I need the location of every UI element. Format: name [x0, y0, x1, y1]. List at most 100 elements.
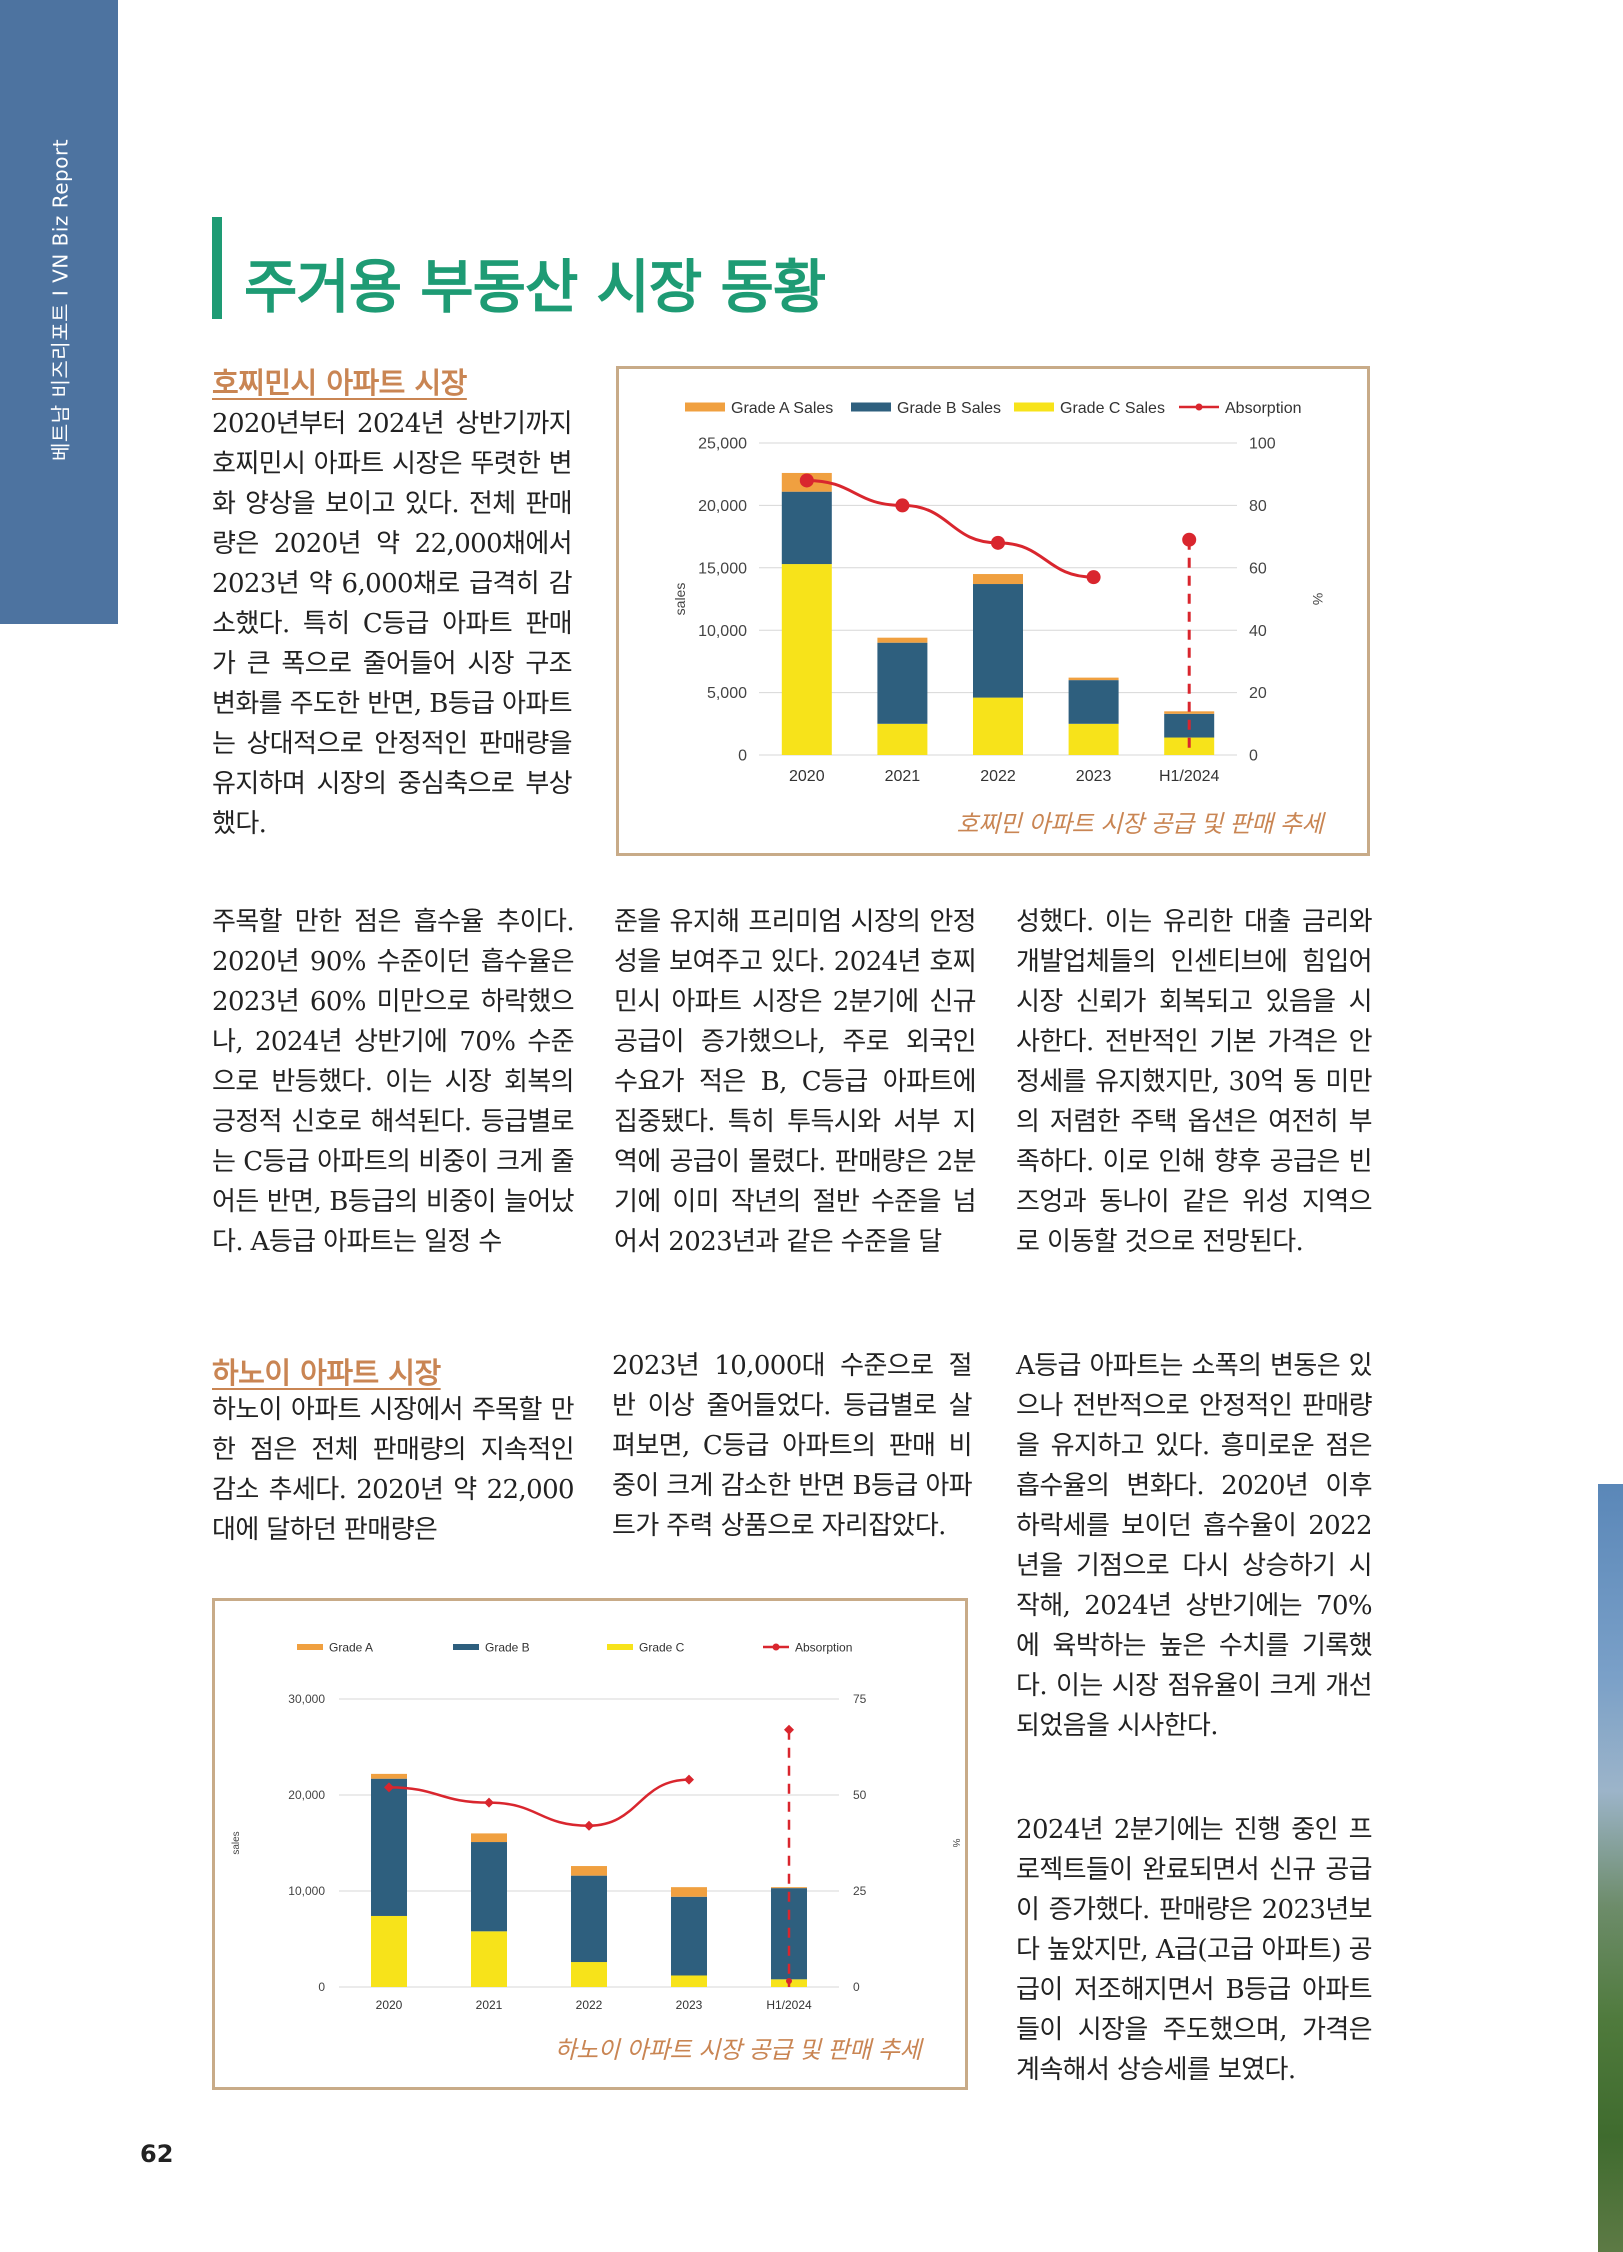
x-tick-label: 2020	[789, 768, 825, 785]
bar-grade-a	[571, 1866, 607, 1876]
bar-grade-b-sales	[877, 642, 928, 724]
bar-grade-b-sales	[973, 584, 1023, 698]
y2-tick-label: 0	[853, 1980, 860, 1994]
bar-grade-c	[371, 1915, 407, 1987]
y2-tick-label: 20	[1249, 685, 1267, 702]
y2-axis-label: %	[950, 1839, 961, 1848]
y2-tick-label: 80	[1249, 498, 1267, 515]
legend-label: Grade B	[485, 1640, 530, 1654]
legend-swatch	[453, 1644, 479, 1650]
hcm-chart: 0 5,000 10,000 15,000 20,000 25,000 0 20 40 60 80 1…	[616, 366, 1370, 856]
y-tick-label: 0	[738, 748, 747, 765]
y-tick-label: 20,000	[288, 1788, 325, 1802]
y-tick-label: 25,000	[698, 436, 747, 453]
x-tick-label: 2021	[476, 1998, 503, 2012]
legend-label: Grade C	[639, 1640, 685, 1654]
y-tick-label: 0	[318, 1980, 325, 1994]
sidebar-label: 베트남 비즈리포트 I VN Biz Report	[48, 138, 73, 462]
legend-label: Absorption	[1225, 400, 1302, 417]
y-tick-label: 20,000	[698, 498, 747, 515]
bar-grade-a	[671, 1887, 707, 1897]
y2-axis-label: %	[1310, 593, 1326, 605]
y2-tick-label: 75	[853, 1692, 867, 1706]
bar-grade-a	[471, 1833, 507, 1843]
legend-label: Grade A	[329, 1640, 373, 1654]
bar-grade-b	[471, 1842, 507, 1932]
bar-grade-c-sales	[877, 723, 928, 755]
hcm-heading: 호찌민시 아파트 시장	[212, 366, 467, 400]
bar-grade-c-sales	[781, 564, 832, 755]
bar-grade-c-sales	[973, 697, 1023, 755]
hcm-chart-caption: 호찌민 아파트 시장 공급 및 판매 추세	[956, 810, 1324, 838]
page-number: 62	[140, 2140, 174, 2168]
legend-label: Absorption	[795, 1640, 852, 1654]
hanoi-body-col3a: A등급 아파트는 소폭의 변동은 있으나 전반적으로 안정적인 판매량을 유지하…	[1016, 1351, 1373, 1741]
hanoi-body-col2: 2023년 10,000대 수준으로 절반 이상 줄어들었다. 등급별로 살펴보…	[612, 1351, 973, 1541]
y2-tick-label: 60	[1249, 560, 1267, 577]
absorption-point	[895, 498, 910, 513]
y-tick-label: 5,000	[707, 685, 747, 702]
legend-label: Grade B Sales	[897, 400, 1001, 417]
bar-grade-a-sales	[1068, 677, 1119, 681]
y2-tick-label: 0	[1249, 748, 1258, 765]
bar-grade-c-sales	[1068, 723, 1119, 755]
absorption-point	[484, 1797, 494, 1808]
bar-grade-b	[571, 1875, 607, 1963]
hcm-body-col2: 준을 유지해 프리미엄 시장의 안정성을 보여주고 있다. 2024년 호찌민시…	[614, 907, 977, 1257]
title-accent-bar	[212, 217, 222, 319]
bar-grade-a-sales	[973, 574, 1023, 585]
bar-grade-a-sales	[877, 637, 928, 643]
x-tick-label: H1/2024	[1159, 768, 1220, 785]
bar-grade-a-sales	[1164, 711, 1215, 714]
legend-swatch-dot	[1195, 403, 1203, 411]
hanoi-body-col3b: 2024년 2분기에는 진행 중인 프로젝트들이 완료되면서 신규 공급이 증가…	[1016, 1815, 1373, 2085]
absorption-point	[799, 473, 814, 488]
y2-tick-label: 100	[1249, 436, 1276, 453]
absorption-point	[384, 1782, 394, 1793]
bar-grade-c	[471, 1931, 507, 1987]
absorption-point	[1182, 532, 1197, 547]
y-axis-label: sales	[231, 1831, 242, 1854]
bar-grade-b-sales	[781, 491, 832, 565]
legend-swatch	[607, 1644, 633, 1650]
legend-label: Grade C Sales	[1060, 400, 1165, 417]
y-tick-label: 10,000	[698, 623, 747, 640]
x-tick-label: 2022	[576, 1998, 603, 2012]
x-tick-label: 2020	[376, 1998, 403, 2012]
hcm-body-col3: 성했다. 이는 유리한 대출 금리와 개발업체들의 인센티브에 힘입어 시장 신…	[1016, 907, 1373, 1257]
bar-grade-a	[371, 1773, 407, 1779]
page-title: 주거용 부동산 시장 동황	[244, 253, 826, 321]
absorption-line	[806, 478, 1094, 579]
hanoi-chart-caption: 하노이 아파트 시장 공급 및 판매 추세	[554, 2036, 922, 2064]
x-tick-label: 2023	[1076, 768, 1112, 785]
edge-photo	[1598, 1484, 1623, 2252]
legend-label: Grade A Sales	[731, 400, 833, 417]
hanoi-chart: 0 10,000 20,000 30,000 0 25 50 75 sales% 2020 2021…	[212, 1598, 968, 2090]
bar-grade-c	[671, 1975, 707, 1987]
x-tick-label: 2023	[676, 1998, 703, 2012]
legend-swatch	[297, 1644, 323, 1650]
sidebar-band: 베트남 비즈리포트 I VN Biz Report	[0, 0, 118, 624]
absorption-point	[1086, 570, 1101, 585]
hanoi-chart-svg: 0 10,000 20,000 30,000 0 25 50 75 sales % 2020 2021…	[231, 1640, 961, 2012]
hcm-body-col1: 주목할 만한 점은 흡수율 추이다. 2020년 90% 수준이던 흡수율은 2…	[212, 907, 575, 1257]
y2-tick-label: 40	[1249, 623, 1267, 640]
x-tick-label: 2022	[980, 768, 1016, 785]
absorption-point-base	[786, 1978, 792, 1984]
hcm-chart-svg: 0 5,000 10,000 15,000 20,000 25,000 0 20 40 60 80 1…	[672, 400, 1326, 785]
bar-grade-c	[571, 1962, 607, 1987]
x-tick-label: 2021	[885, 768, 921, 785]
legend-swatch	[1014, 402, 1054, 412]
absorption-line	[388, 1778, 690, 1827]
bar-grade-b	[671, 1896, 707, 1976]
legend-swatch-dot	[772, 1643, 780, 1651]
bar-grade-a	[771, 1887, 807, 1889]
y-tick-label: 15,000	[698, 560, 747, 577]
absorption-point	[784, 1724, 794, 1735]
bar-grade-b	[371, 1778, 407, 1916]
y2-tick-label: 50	[853, 1788, 867, 1802]
x-tick-label: H1/2024	[766, 1998, 812, 2012]
hcm-intro: 2020년부터 2024년 상반기까지 호찌민시 아파트 시장은 뚜렷한 변화 …	[212, 409, 573, 839]
y2-tick-label: 25	[853, 1884, 867, 1898]
absorption-point	[684, 1774, 694, 1785]
